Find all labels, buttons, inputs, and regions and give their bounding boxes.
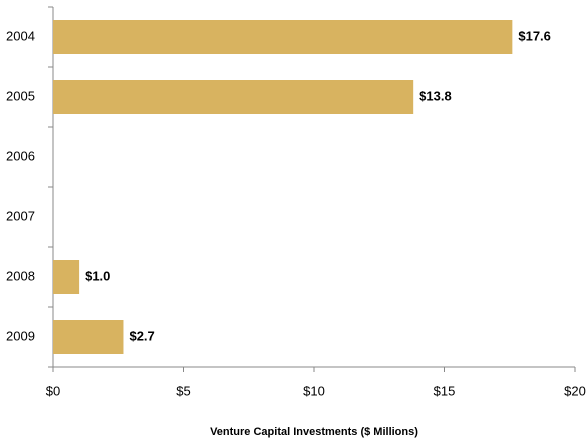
bar	[53, 260, 80, 294]
value-label: $1.0	[85, 268, 110, 283]
bar	[53, 80, 414, 114]
bar	[53, 320, 124, 354]
y-tick-label: 2008	[6, 268, 35, 283]
x-tick-label: $0	[46, 383, 60, 398]
y-tick-label: 2006	[6, 148, 35, 163]
value-label: $17.6	[518, 28, 551, 43]
value-label: $2.7	[129, 328, 154, 343]
x-tick-label: $5	[176, 383, 190, 398]
x-axis-label: Venture Capital Investments ($ Millions)	[210, 426, 418, 438]
y-tick-label: 2005	[6, 88, 35, 103]
y-tick-label: 2004	[6, 28, 35, 43]
x-tick-label: $10	[303, 383, 325, 398]
x-tick-label: $20	[564, 383, 586, 398]
y-tick-label: 2009	[6, 328, 35, 343]
bar	[53, 20, 513, 54]
x-tick-label: $15	[434, 383, 456, 398]
y-tick-label: 2007	[6, 208, 35, 223]
value-label: $13.8	[419, 88, 452, 103]
